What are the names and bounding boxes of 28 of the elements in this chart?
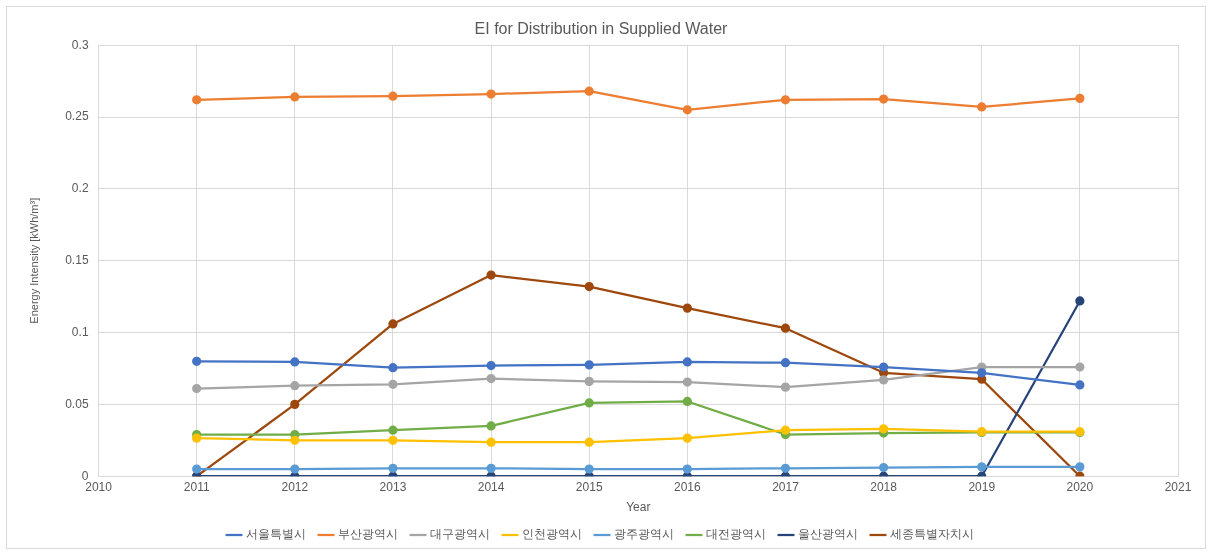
- legend-label: 울산광역시: [798, 527, 858, 542]
- legend-label: 부산광역시: [338, 527, 398, 542]
- legend-label: 대전광역시: [706, 527, 766, 542]
- y-tick-label: 0.2: [71, 181, 89, 196]
- x-tick-label: 2011: [183, 479, 210, 494]
- x-tick-label: 2016: [673, 479, 702, 494]
- x-tick-label: 2020: [1066, 479, 1094, 494]
- x-tick-label: 2013: [379, 479, 407, 494]
- x-tick-label: 2012: [281, 479, 309, 494]
- x-tick-label: 2019: [968, 479, 996, 494]
- y-tick-label: 0.1: [71, 324, 89, 339]
- y-tick-label: 0.15: [65, 253, 89, 268]
- x-tick-label: 2014: [477, 479, 505, 494]
- x-tick-label: 2015: [575, 479, 603, 494]
- chart-title: EI for Distribution in Supplied Water: [474, 20, 729, 38]
- x-axis-title: Year: [626, 500, 651, 515]
- legend-label: 서울특별시: [246, 527, 306, 542]
- y-axis-title: Energy Intensity [kWh/m³]: [27, 197, 40, 324]
- y-tick-label: 0.3: [71, 37, 89, 52]
- y-tick-label: 0.25: [65, 109, 89, 124]
- legend-label: 인천광역시: [522, 527, 582, 542]
- x-tick-label: 2017: [772, 479, 800, 494]
- x-tick-label: 2018: [870, 479, 898, 494]
- x-tick-label: 2021: [1164, 479, 1192, 494]
- legend-label: 세종특별자치시: [890, 527, 974, 542]
- legend-label: 광주광역시: [614, 527, 674, 542]
- legend-label: 대구광역시: [430, 527, 490, 542]
- y-tick-label: 0.05: [65, 396, 89, 411]
